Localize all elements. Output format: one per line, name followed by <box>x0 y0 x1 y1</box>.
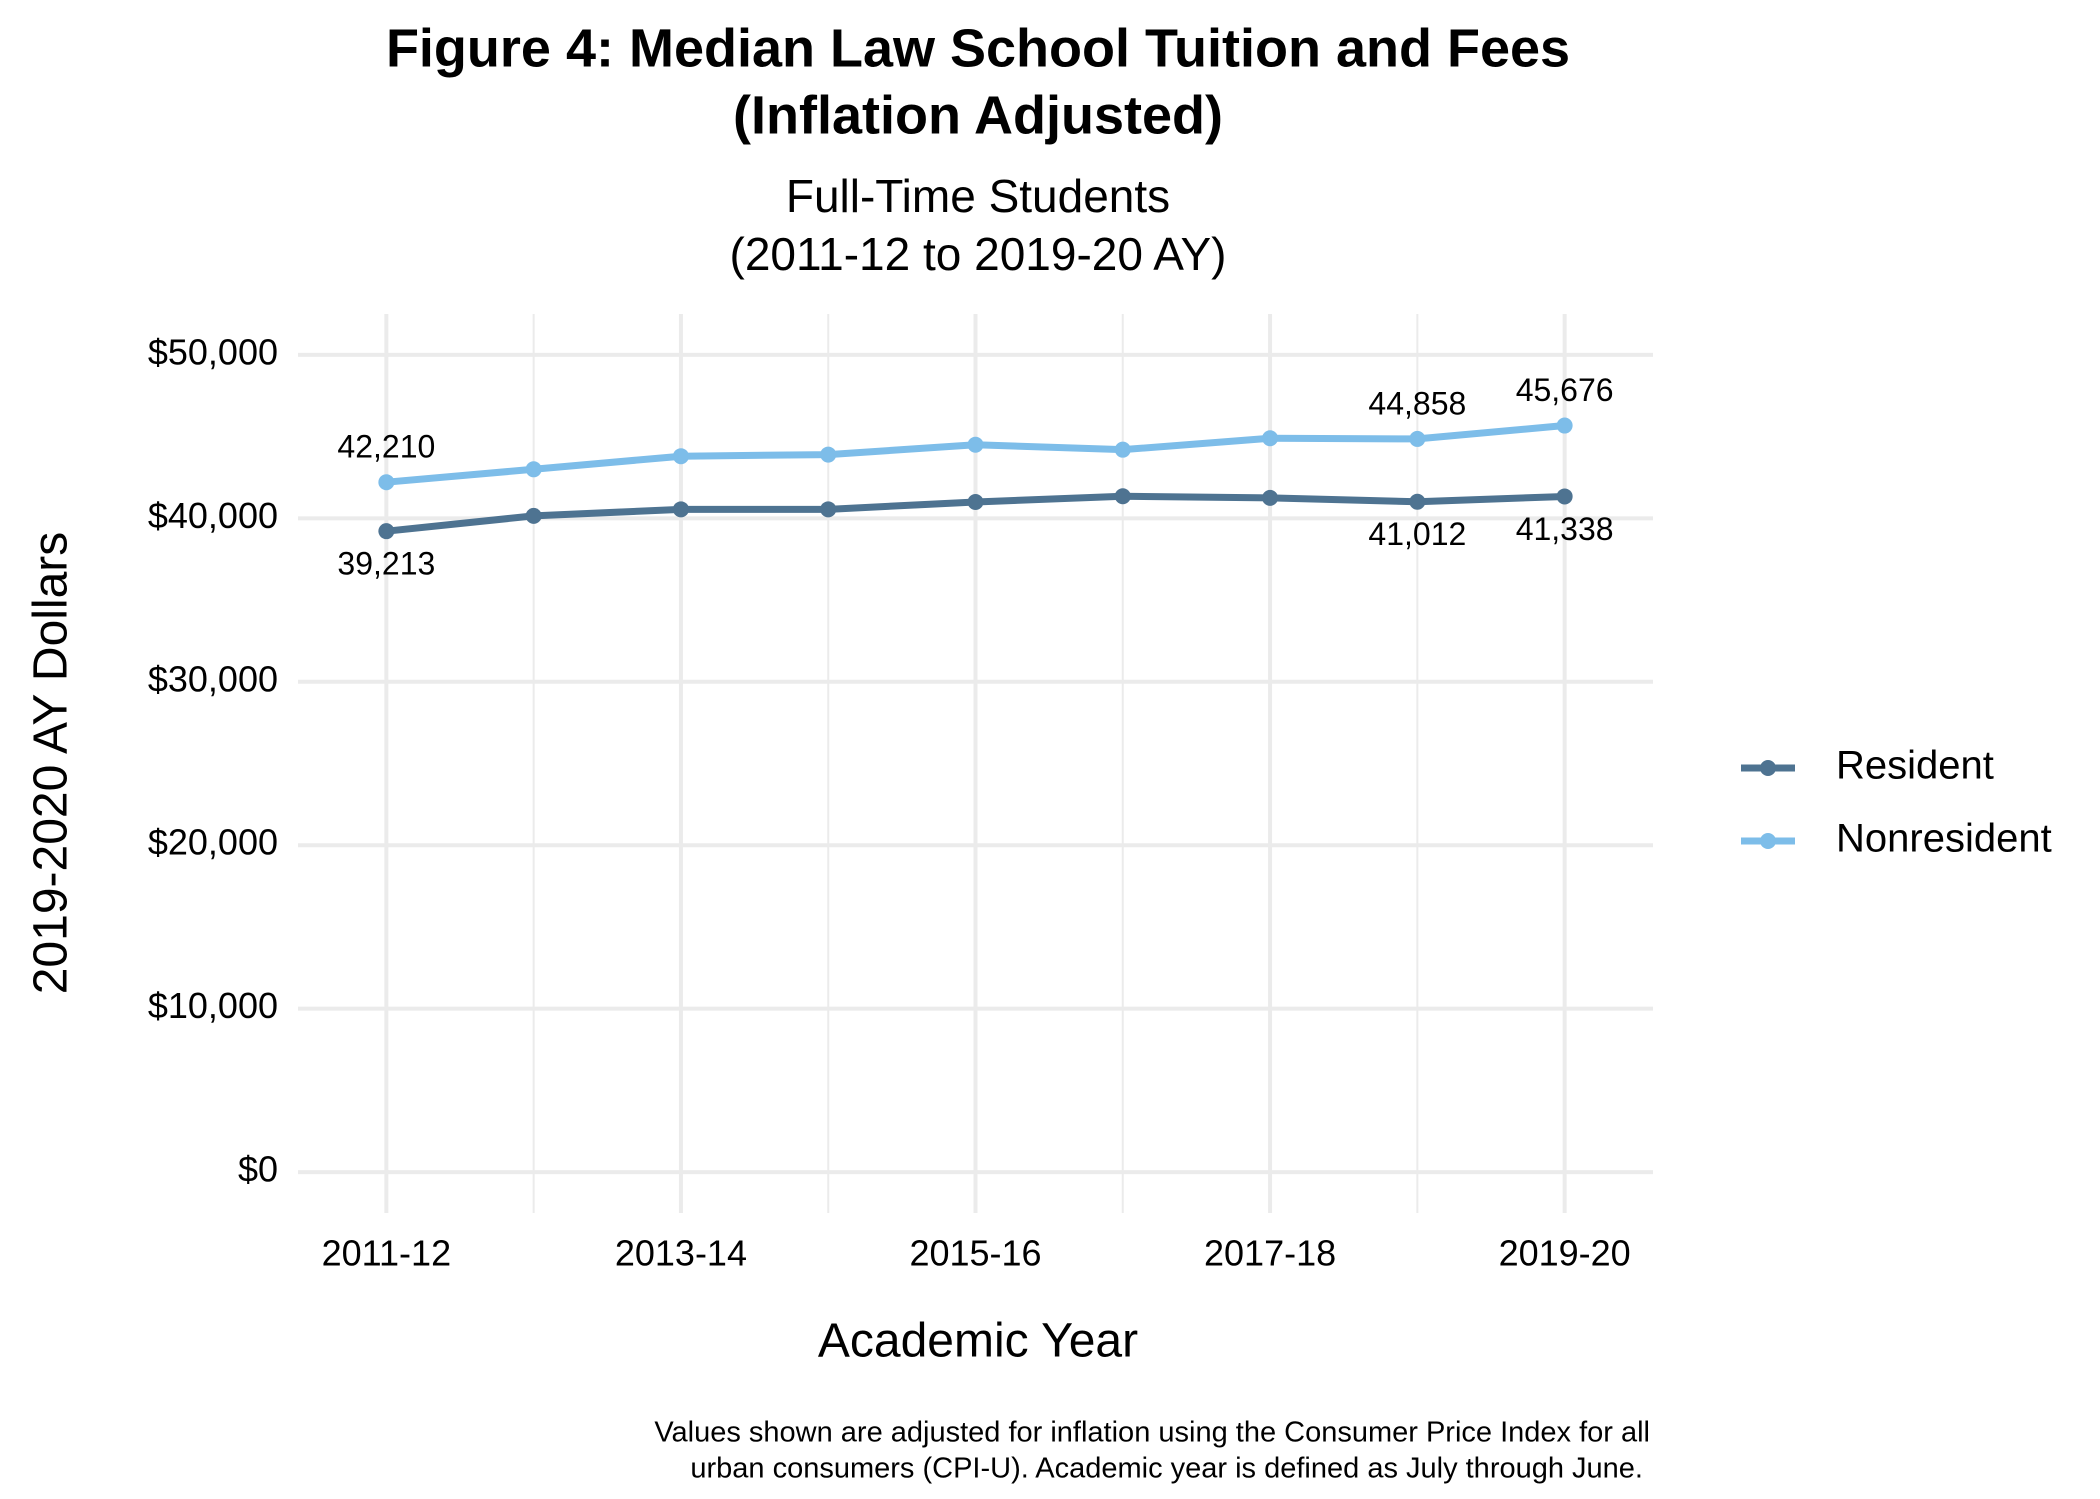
data-label: 44,858 <box>1368 385 1466 421</box>
data-point <box>820 501 837 518</box>
x-tick-label: 2011-12 <box>322 1233 451 1274</box>
data-point <box>1556 417 1573 434</box>
x-tick-label: 2017-18 <box>1204 1233 1336 1274</box>
data-point <box>1262 430 1279 447</box>
y-tick-label: $20,000 <box>148 822 278 863</box>
data-point <box>1262 489 1279 506</box>
data-point <box>378 523 395 540</box>
x-tick-label: 2015-16 <box>909 1233 1041 1274</box>
x-tick-label: 2019-20 <box>1499 1233 1631 1274</box>
data-point <box>1114 488 1131 505</box>
data-point <box>1409 430 1426 447</box>
data-point <box>820 446 837 463</box>
chart-title: (Inflation Adjusted) <box>733 85 1223 145</box>
legend-label: Resident <box>1836 744 1994 788</box>
x-tick-label: 2013-14 <box>615 1233 747 1274</box>
chart-title: Figure 4: Median Law School Tuition and … <box>386 18 1570 78</box>
data-label: 42,210 <box>337 429 435 465</box>
y-tick-label: $30,000 <box>148 658 278 699</box>
legend-point <box>1760 833 1776 849</box>
y-tick-label: $0 <box>238 1149 278 1190</box>
data-point <box>1114 441 1131 458</box>
data-point <box>525 507 542 524</box>
chart-subtitle: Full-Time Students <box>786 170 1170 222</box>
x-axis-title: Academic Year <box>818 1315 1138 1368</box>
legend-point <box>1760 760 1776 776</box>
y-tick-label: $40,000 <box>148 495 278 536</box>
data-label: 45,676 <box>1516 372 1614 408</box>
legend-label: Nonresident <box>1836 817 2052 861</box>
data-point <box>1556 488 1573 505</box>
y-tick-label: $50,000 <box>148 331 278 372</box>
data-label: 39,213 <box>337 546 435 582</box>
data-point <box>525 461 542 478</box>
caption: Values shown are adjusted for inflation … <box>654 1417 1650 1449</box>
data-point <box>378 474 395 491</box>
data-label: 41,012 <box>1368 516 1466 552</box>
data-point <box>672 448 689 465</box>
y-tick-label: $10,000 <box>148 985 278 1026</box>
data-point <box>967 436 984 453</box>
y-axis-title: 2019-2020 AY Dollars <box>25 532 78 995</box>
chart-subtitle: (2011-12 to 2019-20 AY) <box>730 228 1227 280</box>
data-point <box>672 501 689 518</box>
caption: urban consumers (CPI-U). Academic year i… <box>690 1453 1643 1485</box>
data-point <box>1409 493 1426 510</box>
data-label: 41,338 <box>1516 511 1614 547</box>
data-point <box>967 493 984 510</box>
